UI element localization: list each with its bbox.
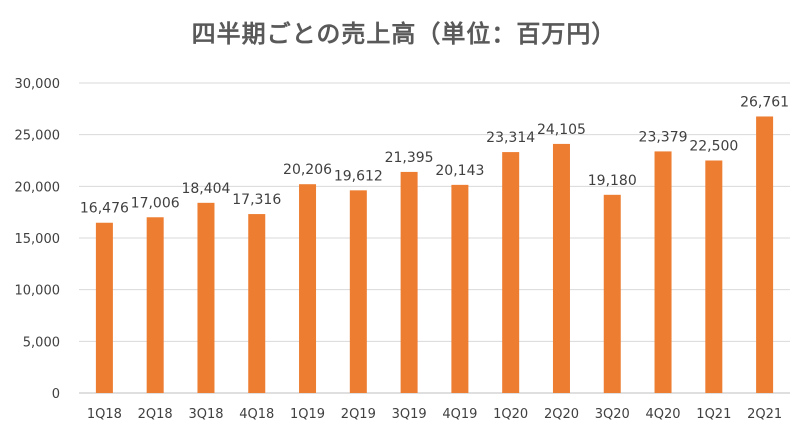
data-label: 22,500: [689, 139, 738, 155]
bar-4Q20: [654, 151, 672, 393]
x-tick-label: 4Q19: [442, 407, 477, 422]
bar-4Q19: [451, 184, 469, 393]
data-label: 20,206: [283, 162, 332, 178]
data-label: 23,379: [639, 129, 688, 145]
bar-2Q20: [552, 143, 570, 393]
x-tick-label: 2Q21: [747, 407, 782, 422]
x-tick-label: 1Q20: [493, 407, 528, 422]
y-tick-label: 15,000: [15, 232, 61, 247]
data-label: 17,316: [232, 192, 281, 208]
bar-3Q18: [197, 202, 215, 393]
y-tick-label: 10,000: [15, 284, 61, 299]
data-label: 16,476: [80, 201, 129, 217]
x-tick-label: 4Q20: [646, 407, 681, 422]
y-tick-label: 5,000: [23, 335, 60, 350]
x-tick-label: 2Q19: [341, 407, 376, 422]
bar-1Q20: [502, 152, 520, 393]
data-label: 26,761: [740, 94, 789, 110]
data-label: 17,006: [131, 195, 180, 211]
x-tick-label: 2Q18: [138, 407, 173, 422]
bar-2Q21: [756, 116, 774, 393]
x-tick-label: 1Q18: [87, 407, 122, 422]
bar-2Q18: [146, 217, 164, 393]
x-tick-label: 3Q18: [188, 407, 223, 422]
x-tick-label: 3Q20: [595, 407, 630, 422]
x-tick-label: 1Q21: [696, 407, 731, 422]
y-tick-label: 20,000: [15, 180, 61, 195]
bar-3Q19: [400, 171, 418, 393]
bar-1Q21: [705, 160, 723, 393]
bar-2Q19: [349, 190, 367, 393]
x-tick-label: 3Q19: [392, 407, 427, 422]
chart-title: 四半期ごとの売上高（単位：百万円）: [191, 20, 617, 48]
y-tick-label: 0: [52, 387, 60, 402]
data-label: 19,612: [334, 168, 383, 184]
y-tick-label: 25,000: [15, 129, 61, 144]
data-label: 23,314: [486, 130, 535, 146]
bar-1Q18: [95, 222, 113, 393]
x-tick-label: 1Q19: [290, 407, 325, 422]
data-label: 20,143: [435, 163, 484, 179]
bar-4Q18: [248, 214, 266, 393]
data-label: 24,105: [537, 122, 586, 138]
x-tick-label: 4Q18: [239, 407, 274, 422]
bar-3Q20: [603, 194, 621, 393]
data-label: 21,395: [385, 150, 434, 166]
data-label: 18,404: [181, 181, 230, 197]
data-label: 19,180: [588, 173, 637, 189]
y-tick-label: 30,000: [15, 77, 61, 92]
bar-1Q19: [299, 184, 317, 393]
x-tick-label: 2Q20: [544, 407, 579, 422]
